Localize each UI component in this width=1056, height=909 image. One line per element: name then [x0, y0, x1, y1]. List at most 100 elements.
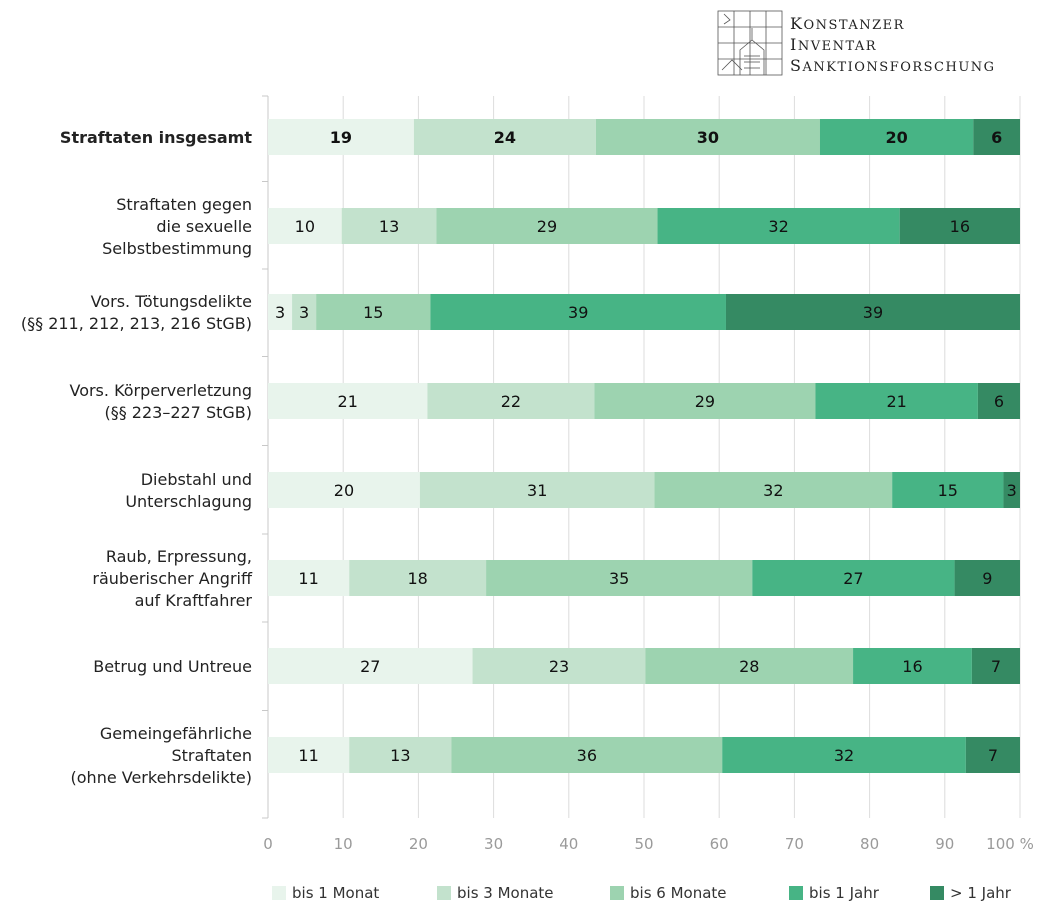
x-axis: 0 10 20 30 40 50 60 70 80 90 100 %	[263, 835, 1034, 853]
category-label: Vors. Tötungsdelikte (§§ 211, 212, 213, 2…	[21, 292, 252, 333]
data-label: 13	[379, 217, 399, 236]
data-label: 9	[982, 569, 992, 588]
data-label: 30	[697, 128, 719, 147]
legend-item: bis 3 Monate	[437, 884, 554, 902]
category-label: Gemeingefährliche Straftaten (ohne Verkehr…	[71, 724, 252, 787]
legend-label: > 1 Jahr	[950, 884, 1012, 902]
bar-segment	[892, 472, 1004, 508]
bar-segment	[654, 472, 893, 508]
x-tick-label: 0	[263, 835, 273, 853]
bar-row: 11 13 36 32 7	[268, 737, 1020, 773]
bar-segment	[427, 383, 595, 419]
x-tick-label: 70	[785, 835, 804, 853]
bar-segment	[268, 737, 350, 773]
data-label: 16	[902, 657, 922, 676]
legend-label: bis 6 Monate	[630, 884, 727, 902]
data-label: 10	[295, 217, 315, 236]
category-label: Raub, Erpressung, räuberischer Angriff auf…	[92, 547, 253, 610]
bar-row: 11 18 35 27 9	[268, 560, 1020, 596]
bar-segment	[954, 560, 1020, 596]
bar-segment	[349, 560, 487, 596]
data-label: 23	[549, 657, 569, 676]
legend-swatch	[610, 886, 624, 900]
bar-segment	[413, 119, 596, 155]
bar-segment	[268, 119, 414, 155]
legend-swatch	[272, 886, 286, 900]
data-label: 20	[886, 128, 908, 147]
data-label: 29	[695, 392, 715, 411]
data-label: 16	[950, 217, 970, 236]
bar-segment	[977, 383, 1020, 419]
bar-segment	[268, 560, 350, 596]
data-label: 11	[298, 746, 318, 765]
bar-row: 19 24 30 20 6	[268, 119, 1020, 155]
bar-segment	[971, 648, 1020, 684]
data-label: 6	[994, 392, 1004, 411]
legend-item: bis 6 Monate	[610, 884, 727, 902]
data-label: 29	[537, 217, 557, 236]
legend-swatch	[437, 886, 451, 900]
data-label: 21	[886, 392, 906, 411]
bar-segment	[419, 472, 655, 508]
data-label: 7	[991, 657, 1001, 676]
data-label: 15	[363, 303, 383, 322]
bar-segment	[899, 208, 1020, 244]
data-label: 6	[991, 128, 1002, 147]
legend-label: bis 1 Jahr	[809, 884, 880, 902]
bar-row: 27 23 28 16 7	[268, 648, 1020, 684]
bar-segment	[973, 119, 1020, 155]
bar-row: 21 22 29 21 6	[268, 383, 1020, 419]
data-label: 15	[938, 481, 958, 500]
data-label: 13	[390, 746, 410, 765]
x-tick-label: 10	[334, 835, 353, 853]
data-label: 20	[334, 481, 354, 500]
x-tick-label: 50	[634, 835, 653, 853]
data-label: 3	[299, 303, 309, 322]
legend-label: bis 1 Monat	[292, 884, 379, 902]
bar-segment	[645, 648, 854, 684]
data-label: 32	[763, 481, 783, 500]
bar-segment	[268, 294, 293, 330]
bar-segment	[486, 560, 753, 596]
bar-row: 3 3 15 39 39	[268, 294, 1020, 330]
bar-row: 10 13 29 32 16	[268, 208, 1020, 244]
bar-row: 20 31 32 15 3	[268, 472, 1020, 508]
bar-segment	[965, 737, 1020, 773]
x-tick-label: 100 %	[986, 835, 1034, 853]
bar-segment	[268, 208, 342, 244]
x-tick-label: 60	[710, 835, 729, 853]
bar-segment	[341, 208, 437, 244]
x-tick-label: 40	[559, 835, 578, 853]
logo: KONSTANZER INVENTAR SANKTIONSFORSCHUNG	[717, 10, 994, 76]
category-label: Straftaten insgesamt	[60, 128, 252, 147]
bar-segment	[595, 119, 820, 155]
data-label: 19	[330, 128, 352, 147]
bar-segment	[436, 208, 658, 244]
legend-item: bis 1 Monat	[272, 884, 379, 902]
bar-segment	[472, 648, 646, 684]
category-label: Diebstahl und Unterschlagung	[125, 470, 252, 511]
data-label: 32	[834, 746, 854, 765]
data-label: 35	[609, 569, 629, 588]
legend-swatch	[789, 886, 803, 900]
legend: bis 1 Monat bis 3 Monate bis 6 Monate bis 1…	[272, 884, 1012, 902]
legend-item: bis 1 Jahr	[789, 884, 880, 902]
data-label: 3	[275, 303, 285, 322]
data-label: 39	[568, 303, 588, 322]
bar-segment	[725, 294, 1020, 330]
data-label: 27	[360, 657, 380, 676]
bar-segment	[594, 383, 816, 419]
bar-segment	[349, 737, 452, 773]
category-label: Vors. Körperverletzung (§§ 223–227 StGB)	[69, 381, 252, 422]
y-axis	[262, 95, 269, 819]
logo-line: KONSTANZER	[790, 14, 905, 33]
data-label: 28	[739, 657, 759, 676]
bar-segment	[722, 737, 966, 773]
data-label: 21	[338, 392, 358, 411]
bar-segment	[752, 560, 955, 596]
bar-segment	[853, 648, 972, 684]
bar-segment	[268, 648, 473, 684]
bar-segment	[268, 472, 420, 508]
